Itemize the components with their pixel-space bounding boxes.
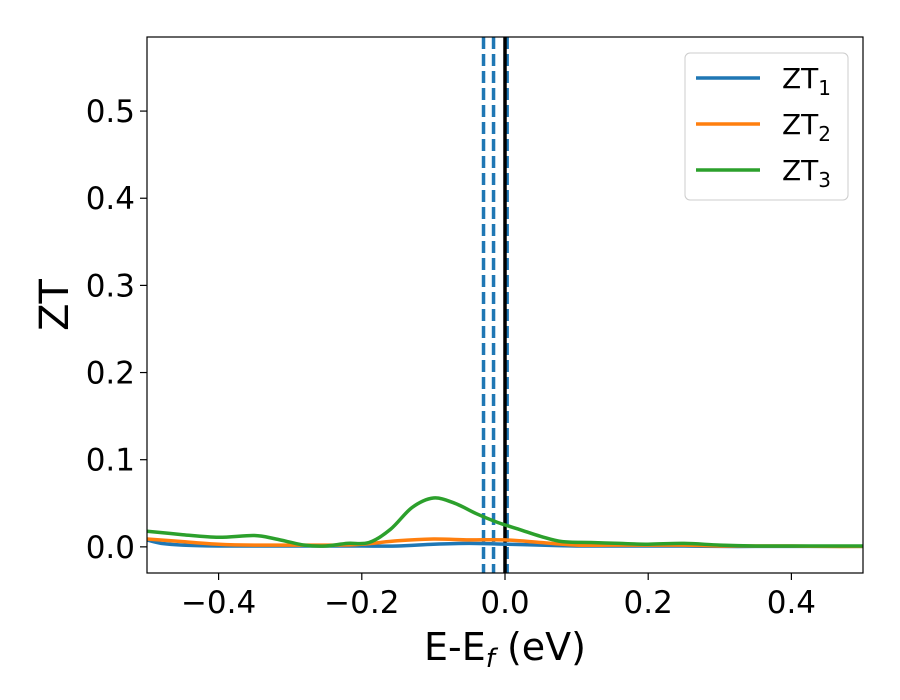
x-tick-label: −0.2	[324, 585, 399, 621]
x-axis-label-unit: (eV)	[495, 625, 586, 669]
y-axis-label: ZT	[32, 279, 78, 331]
x-axis-label: E-Ef (eV)	[424, 625, 586, 674]
legend-label-zt3: ZT3	[782, 154, 831, 192]
reference-lines	[481, 37, 509, 573]
x-tick-label: 0.2	[624, 585, 673, 621]
y-tick-label: 0.5	[86, 94, 135, 130]
x-tick-label: −0.4	[181, 585, 256, 621]
series-line-zt3	[147, 496, 863, 548]
x-tick-label: 0.0	[480, 585, 529, 621]
legend-label-zt2: ZT2	[782, 108, 831, 146]
legend-label-zt1: ZT1	[782, 62, 831, 100]
x-axis: −0.4 −0.2 0.0 0.2 0.4	[181, 573, 816, 621]
y-tick-label: 0.0	[86, 530, 135, 566]
y-axis: 0.0 0.1 0.2 0.3 0.4 0.5	[86, 94, 147, 566]
legend-frame	[684, 52, 849, 201]
y-tick-label: 0.3	[86, 268, 135, 304]
legend: ZT1 ZT2 ZT3	[684, 52, 849, 201]
series-lines	[147, 496, 863, 549]
y-tick-label: 0.2	[86, 356, 135, 392]
y-tick-label: 0.1	[86, 443, 135, 479]
x-tick-label: 0.4	[767, 585, 816, 621]
y-tick-label: 0.4	[86, 181, 135, 217]
